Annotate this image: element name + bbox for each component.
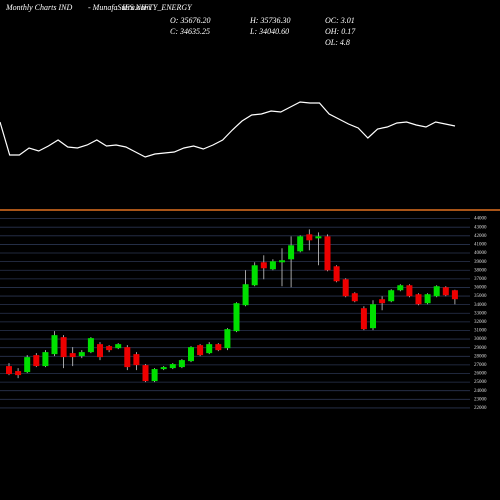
candle-body [297,236,304,252]
candle-body [42,352,49,367]
y-tick-label: 37000 [474,277,487,282]
candle-body [160,367,167,370]
y-tick-label: 33000 [474,311,487,316]
candle-body [451,290,458,300]
y-tick-label: 44000 [474,217,487,222]
candle-body [269,261,276,270]
candle-body [106,346,113,351]
candle-body [324,236,331,271]
candle-body [288,245,295,260]
candle-body [133,354,140,366]
stat: OL: 4.8 [325,38,350,47]
candle-body [233,303,240,332]
candle-body [370,304,376,329]
candle-body [69,353,76,358]
y-tick-label: 30000 [474,337,487,342]
candle-body [388,290,395,302]
candle-body [215,344,222,351]
candle-body [306,234,313,241]
y-tick-label: 36000 [474,286,487,291]
y-tick-label: 26000 [474,372,487,377]
y-tick-label: 32000 [474,320,487,325]
candle-body [78,352,85,357]
candle-body [442,287,449,296]
y-tick-label: 25000 [474,380,487,385]
candle-body [115,344,122,349]
candle-body [360,308,367,330]
y-tick-label: 23000 [474,397,487,402]
candle-body [188,347,194,362]
candle-body [433,286,440,297]
indicator-line [0,101,456,158]
candle-body [333,266,340,282]
candle-body [178,360,185,368]
y-tick-label: 22000 [474,406,487,411]
y-tick-label: 42000 [474,234,487,239]
candle-body [6,366,12,375]
candle-body [379,299,386,304]
candle-body [351,293,358,302]
candle-body [197,345,204,356]
y-tick-label: 40000 [474,251,487,256]
candle-body [397,285,404,291]
candle-body [87,338,94,353]
y-tick-label: 27000 [474,363,487,368]
candle-body [206,344,213,354]
candle-body [251,265,258,286]
candle-body [415,294,422,305]
chart-label: Monthly Charts IND [5,3,72,12]
candle-body [60,337,67,358]
stat: C: 34635.25 [170,27,210,36]
candle-body [24,357,31,373]
candle-body [97,344,103,358]
stat: OC: 3.01 [325,16,355,25]
candle-body [242,284,249,306]
site-name: - MunafaSutra.com [88,3,150,12]
candle-body [124,347,131,368]
symbol: IES NIFTY_ENERGY [121,3,193,12]
stat: OH: 0.17 [325,27,356,36]
stat: H: 35736.30 [249,16,290,25]
candle-body [406,285,413,297]
y-tick-label: 31000 [474,329,487,334]
candle-body [51,335,58,355]
stat: O: 35676.20 [170,16,210,25]
y-tick-label: 43000 [474,225,487,230]
candle-body [342,279,349,297]
candle-body [15,371,22,376]
y-tick-label: 39000 [474,260,487,265]
stat: L: 34040.60 [249,27,289,36]
candle-body [260,262,267,269]
y-tick-label: 28000 [474,354,487,359]
y-tick-label: 24000 [474,389,487,394]
y-tick-label: 29000 [474,346,487,351]
y-tick-label: 35000 [474,294,487,299]
candle-body [315,236,322,239]
candle-body [151,369,158,382]
candle-body [169,364,176,369]
y-tick-label: 38000 [474,268,487,273]
candle-body [279,260,285,263]
candle-body [142,365,149,382]
y-tick-label: 41000 [474,243,487,248]
candle-body [33,355,40,367]
candle-body [224,329,231,349]
y-tick-label: 34000 [474,303,487,308]
candle-body [424,294,431,304]
